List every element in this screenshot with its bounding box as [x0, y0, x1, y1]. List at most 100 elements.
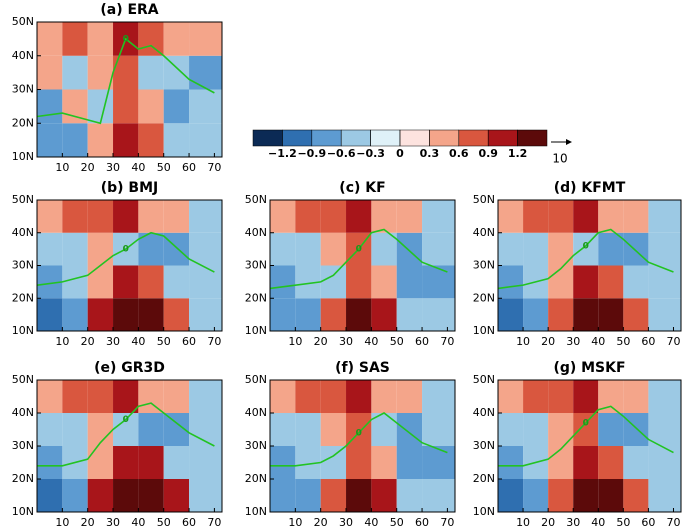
- cell: [598, 200, 624, 233]
- cell: [87, 123, 114, 157]
- cell: [498, 446, 524, 479]
- x-tick-label: 20: [314, 335, 328, 348]
- cell: [648, 380, 681, 413]
- cell: [87, 413, 114, 446]
- y-tick-label: 50N: [245, 193, 267, 206]
- cell: [422, 200, 455, 233]
- y-tick-label: 20N: [245, 291, 267, 304]
- cell: [422, 265, 455, 299]
- cell: [623, 200, 649, 233]
- y-tick-label: 40N: [12, 226, 34, 239]
- x-tick-label: 10: [516, 335, 530, 348]
- cell: [523, 479, 549, 512]
- cell: [113, 89, 139, 124]
- cell: [548, 479, 574, 512]
- cell: [113, 380, 139, 413]
- cell: [598, 446, 624, 479]
- cell: [371, 380, 397, 413]
- cell: [598, 298, 624, 331]
- cell: [573, 380, 599, 413]
- cell: [295, 380, 321, 413]
- cell: [87, 232, 114, 266]
- zero-contour: [269, 228, 448, 290]
- contour-label: 0: [356, 428, 362, 438]
- zero-contour: [36, 231, 215, 286]
- x-tick-label: 20: [541, 335, 555, 348]
- x-tick-label: 30: [339, 335, 353, 348]
- panel-title: (f) SAS: [335, 360, 390, 376]
- cell: [422, 232, 455, 266]
- y-tick-label: 10N: [473, 505, 495, 518]
- x-tick-label: 70: [207, 516, 221, 528]
- panel-title: (d) KFMT: [554, 180, 626, 196]
- cell: [320, 479, 347, 512]
- cell: [320, 232, 347, 266]
- x-tick-label: 20: [541, 516, 555, 528]
- cell: [113, 298, 139, 331]
- colorbar-label: 1.2: [508, 147, 528, 160]
- cell: [346, 298, 372, 331]
- panel: 0 (b) BMJ 10N 20N 30N 40N 50N 10 20 30 40 50 60 70: [12, 180, 223, 348]
- cell: [320, 413, 347, 446]
- cell: [163, 446, 190, 479]
- cell: [138, 446, 164, 479]
- cell: [37, 380, 63, 413]
- cell: [498, 200, 524, 233]
- cell: [138, 200, 164, 233]
- cell: [573, 298, 599, 331]
- cell: [163, 123, 190, 157]
- cell: [548, 380, 574, 413]
- cell: [87, 265, 114, 299]
- cell: [598, 232, 624, 266]
- panel-title: (a) ERA: [100, 2, 158, 18]
- zero-contour: [498, 405, 674, 467]
- cell: [598, 479, 624, 512]
- cell: [346, 200, 372, 233]
- cell: [498, 298, 524, 331]
- cell: [37, 89, 63, 124]
- cell: [498, 413, 524, 446]
- cell: [320, 200, 347, 233]
- cell: [648, 446, 681, 479]
- x-tick-label: 60: [182, 161, 196, 174]
- x-tick-label: 30: [566, 335, 580, 348]
- x-tick-label: 10: [516, 516, 530, 528]
- cell: [598, 265, 624, 299]
- x-tick-label: 30: [339, 516, 353, 528]
- colorbar-label: −0.3: [356, 147, 385, 160]
- colorbar-label: −1.2: [268, 147, 297, 160]
- cell: [87, 479, 114, 512]
- cell: [37, 413, 63, 446]
- cell: [648, 265, 681, 299]
- cell: [189, 380, 222, 413]
- cell: [422, 413, 455, 446]
- cell: [320, 298, 347, 331]
- y-tick-label: 40N: [245, 406, 267, 419]
- cell: [87, 200, 114, 233]
- panel-title: (e) GR3D: [94, 360, 165, 376]
- y-tick-label: 30N: [245, 439, 267, 452]
- panel-title: (b) BMJ: [101, 180, 159, 196]
- x-tick-label: 40: [131, 335, 145, 348]
- y-tick-label: 50N: [12, 15, 34, 28]
- cell: [62, 200, 88, 233]
- cell: [138, 479, 164, 512]
- y-tick-label: 20N: [473, 291, 495, 304]
- colorbar-box: [458, 129, 489, 147]
- cell: [37, 446, 63, 479]
- y-tick-label: 40N: [473, 406, 495, 419]
- cell: [37, 479, 63, 512]
- cell: [623, 298, 649, 331]
- cell: [270, 446, 296, 479]
- colorbar-label: −0.6: [327, 147, 356, 160]
- cell: [270, 200, 296, 233]
- x-tick-label: 70: [666, 516, 680, 528]
- y-tick-label: 50N: [12, 193, 34, 206]
- y-tick-label: 30N: [473, 439, 495, 452]
- cell: [87, 22, 114, 56]
- colorbar-label: 0.3: [420, 147, 440, 160]
- cell: [62, 232, 88, 266]
- cell: [163, 200, 190, 233]
- cell: [189, 298, 222, 331]
- y-tick-label: 50N: [245, 373, 267, 386]
